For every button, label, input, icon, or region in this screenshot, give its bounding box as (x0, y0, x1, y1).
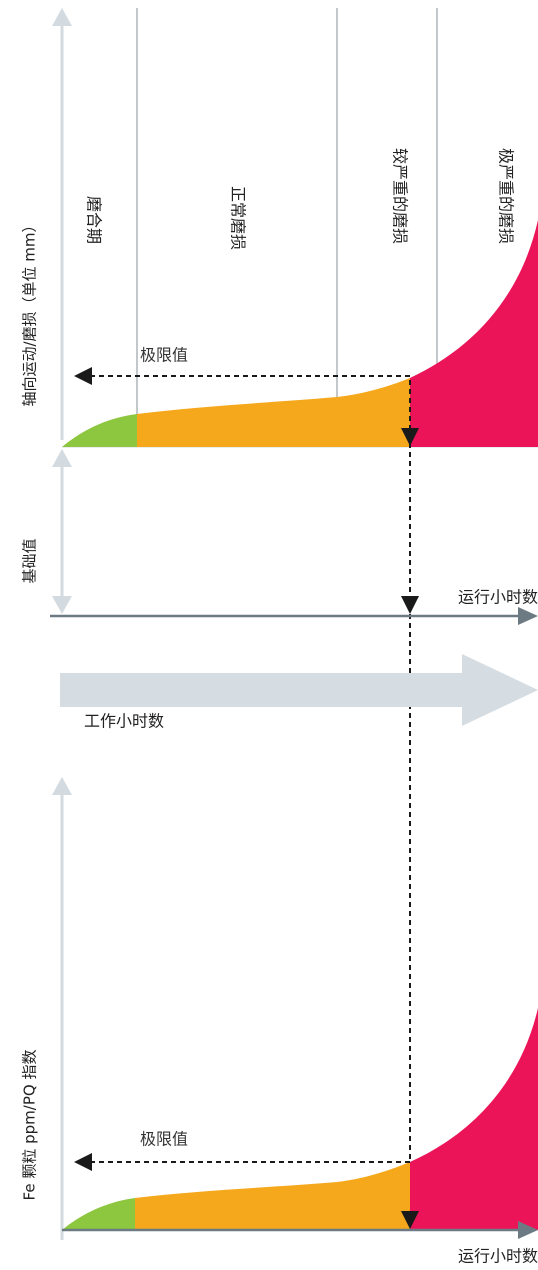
middle-y-axis-arrow-up (52, 449, 72, 467)
bottom-x-axis-arrow (518, 1221, 538, 1239)
bottom-down-arrowhead (401, 1211, 419, 1229)
bottom-area-normal (135, 1162, 410, 1230)
middle-x-axis-label: 运行小时数 (458, 588, 538, 607)
bottom-area-run-in (62, 1198, 135, 1230)
bottom-x-axis-label: 运行小时数 (458, 1247, 538, 1266)
top-down-arrowhead (401, 428, 419, 446)
middle-y-axis-label: 基础值 (21, 538, 39, 583)
top-y-axis-arrow-up (52, 8, 72, 26)
bottom-y-axis-arrow-up (52, 777, 72, 795)
middle-down-arrowhead (401, 596, 419, 614)
phase-label-severe: 较严重的磨损 (391, 148, 410, 244)
work-hours-label: 工作小时数 (84, 712, 164, 731)
work-hours-arrow (60, 654, 538, 726)
top-limit-label: 极限值 (140, 346, 188, 365)
middle-x-axis-arrow (518, 607, 538, 625)
bottom-y-axis-label: Fe 颗粒 ppm/PQ 指数 (21, 1050, 39, 1201)
area-severe (410, 220, 538, 447)
phase-label-extreme: 极严重的磨损 (497, 148, 516, 244)
bottom-limit-arrowhead (74, 1153, 92, 1171)
phase-label-run-in: 磨合期 (85, 196, 104, 244)
bottom-area-severe (410, 1008, 538, 1230)
area-normal (137, 378, 410, 447)
area-run-in (62, 414, 137, 447)
middle-y-axis-arrow-down (52, 596, 72, 614)
bottom-limit-label: 极限值 (140, 1130, 188, 1149)
top-y-axis-label: 轴向运动/磨损（单位 mm） (21, 217, 39, 406)
top-limit-arrowhead (74, 367, 92, 385)
phase-label-normal: 正常磨损 (229, 186, 248, 250)
